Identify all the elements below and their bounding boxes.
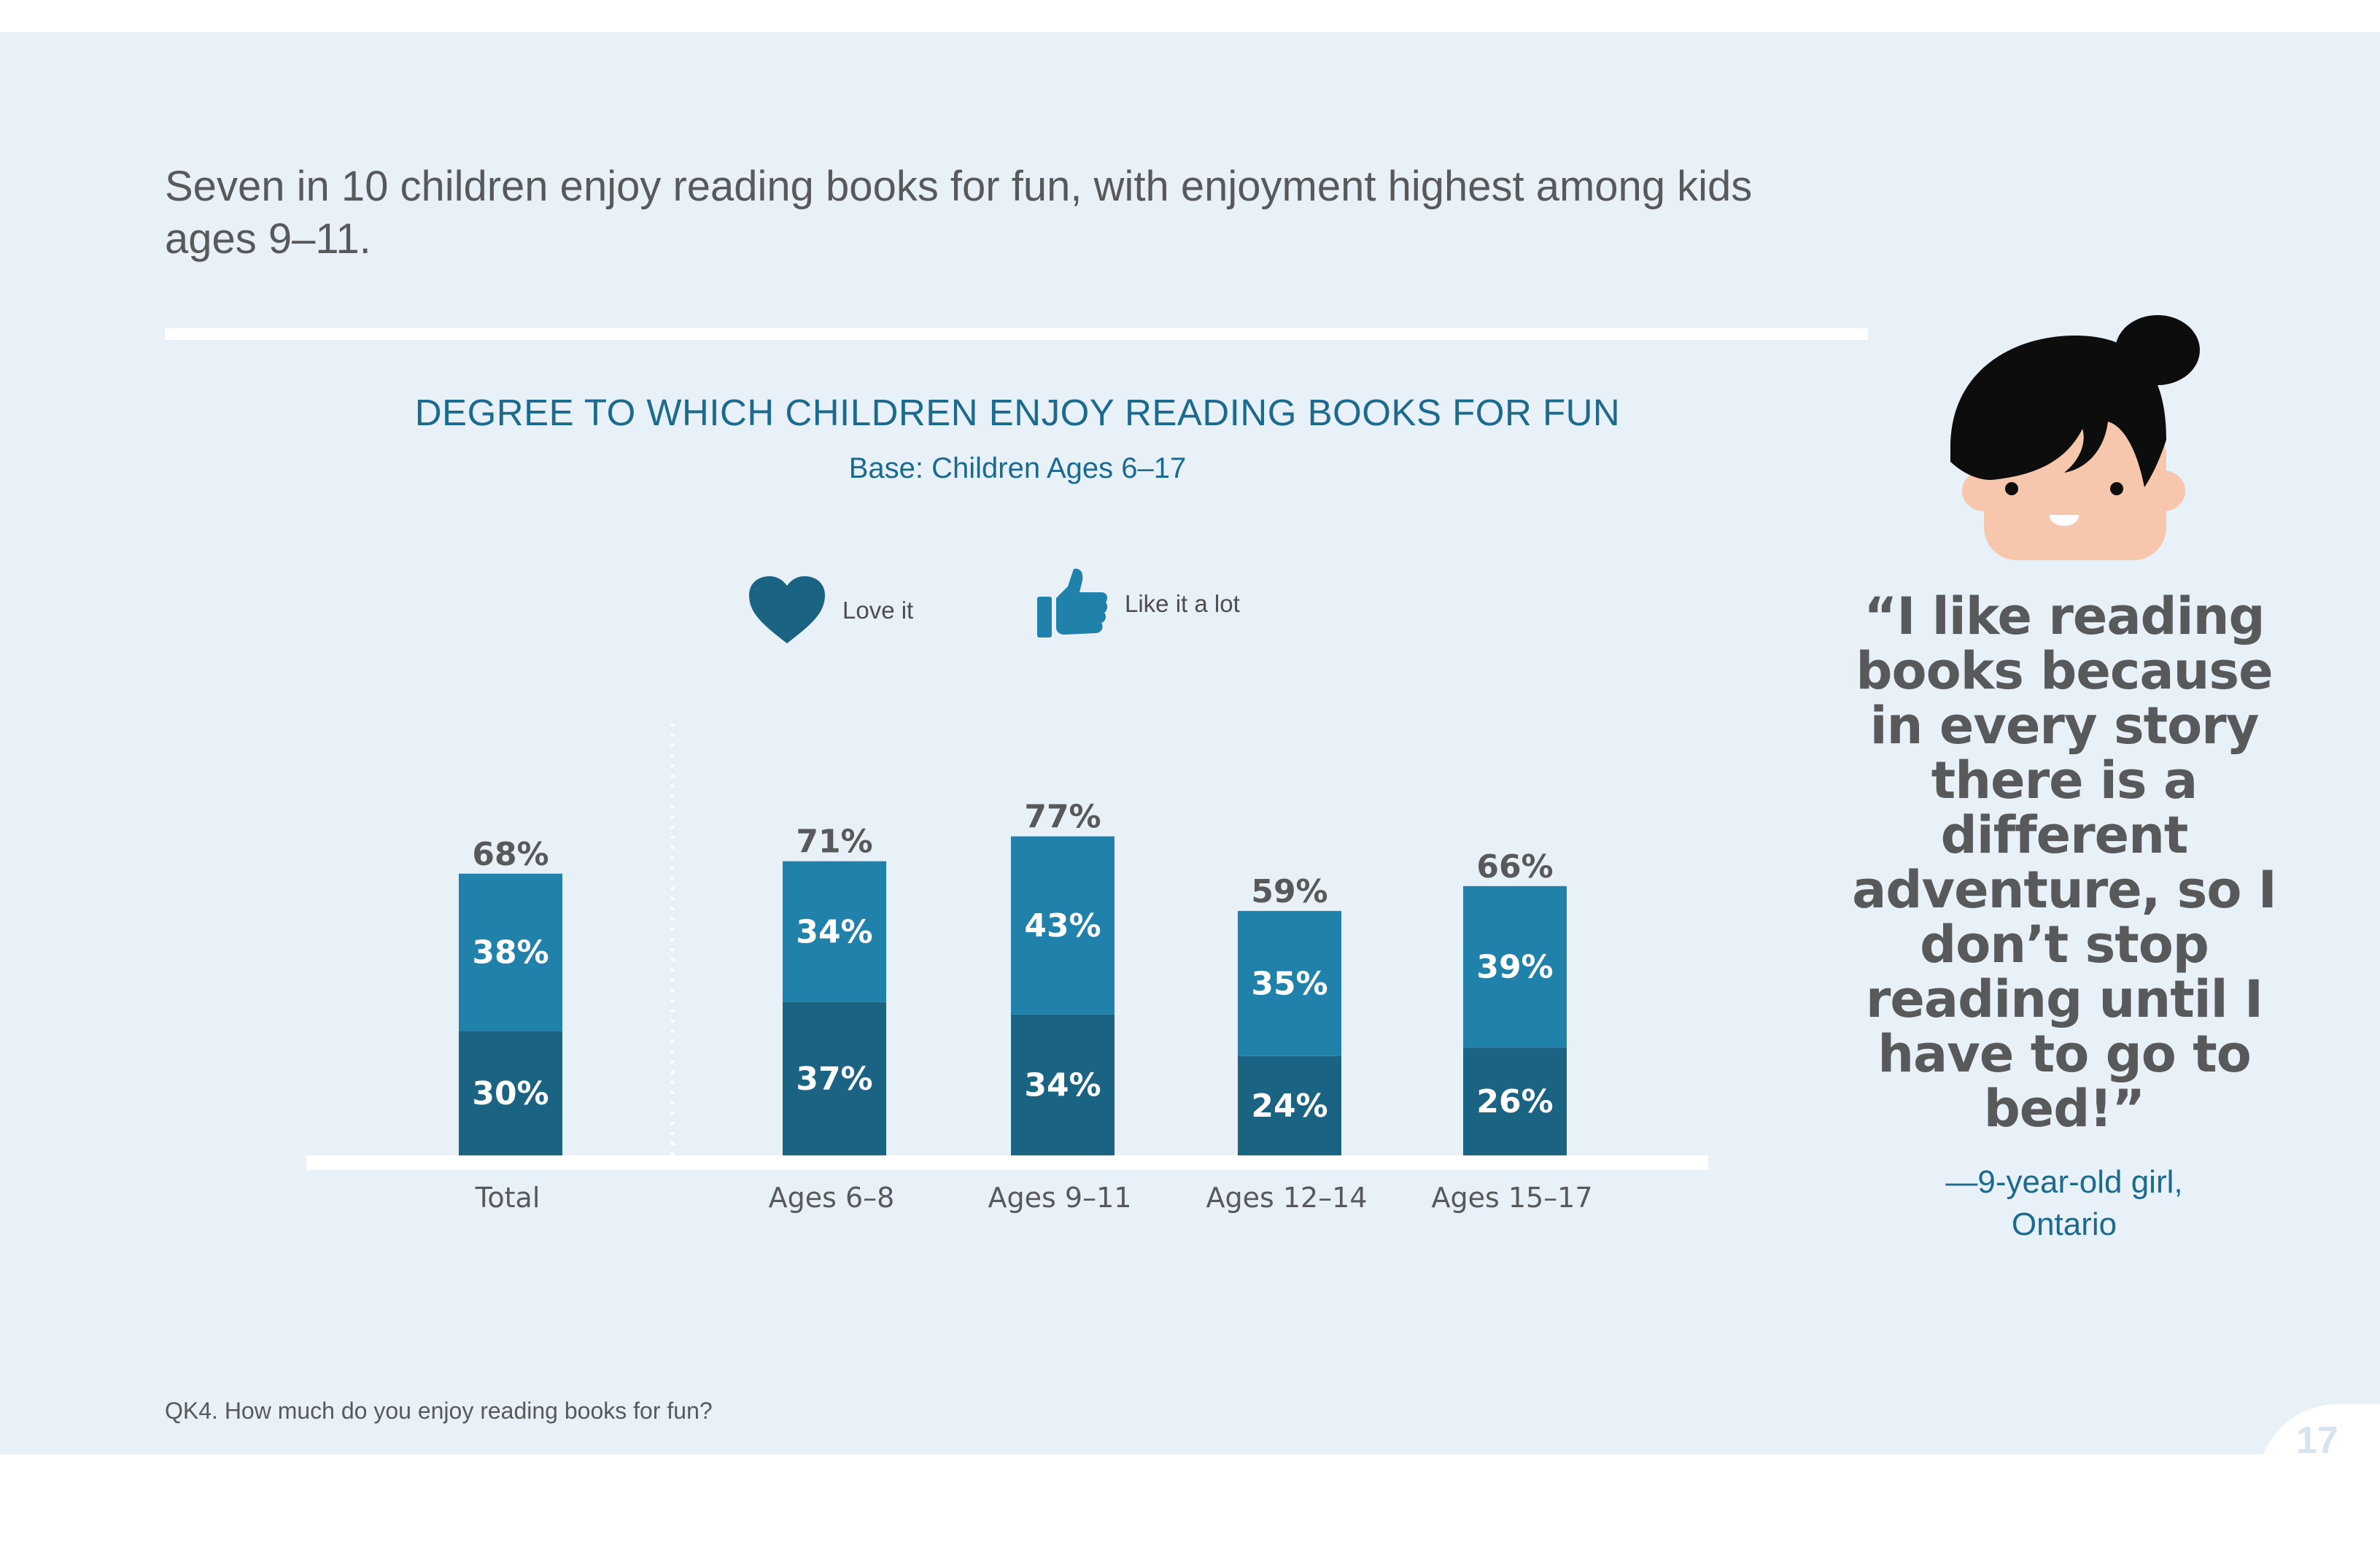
data-label-like-it-a-lot: 34% xyxy=(796,913,872,950)
data-label-love-it: 26% xyxy=(1476,1083,1553,1120)
total-label: 68% xyxy=(472,836,549,873)
page-headline: Seven in 10 children enjoy reading books… xyxy=(165,163,1753,263)
category-label: Ages 9–11 xyxy=(988,1182,1132,1214)
total-label: 77% xyxy=(1024,799,1101,836)
bar-love-it xyxy=(1463,1047,1567,1155)
page-background xyxy=(0,32,2380,1454)
heart-icon xyxy=(749,576,825,643)
bar-like-it-a-lot xyxy=(783,861,886,1002)
girl-face-icon xyxy=(1950,315,2200,560)
bar-love-it xyxy=(1011,1014,1115,1155)
legend-love-it: Love it xyxy=(748,576,913,645)
data-label-love-it: 24% xyxy=(1251,1088,1327,1125)
stacked-bar-chart: 30% 38% 68% Total 37% 34% 71% Ages 6–8 34% 43% 77%… xyxy=(306,724,1708,1214)
bar-love-it xyxy=(459,1031,562,1155)
category-label: Total xyxy=(475,1182,540,1214)
total-label: 71% xyxy=(796,824,872,861)
data-label-like-it-a-lot: 39% xyxy=(1476,949,1553,986)
legend-label-like-it-a-lot: Like it a lot xyxy=(1125,590,1240,617)
page-number: 17 xyxy=(2296,1419,2338,1462)
data-label-like-it-a-lot: 35% xyxy=(1251,965,1327,1002)
data-label-love-it: 37% xyxy=(796,1061,872,1098)
quote-attribution: —9-year-old girl, Ontario xyxy=(1849,1161,2279,1246)
total-label: 59% xyxy=(1251,873,1327,910)
data-label-like-it-a-lot: 38% xyxy=(472,934,549,972)
bar-love-it xyxy=(783,1001,886,1155)
category-label: Ages 6–8 xyxy=(769,1182,895,1214)
quote-text: “I like reading books because in every s… xyxy=(1852,586,2277,1139)
attribution-line-1: —9-year-old girl, xyxy=(1945,1164,2183,1200)
bar-like-it-a-lot xyxy=(1238,910,1341,1056)
bar-love-it xyxy=(1238,1055,1341,1155)
category-label: Ages 15–17 xyxy=(1431,1182,1592,1214)
legend-label-love-it: Love it xyxy=(842,597,914,624)
bar-like-it-a-lot xyxy=(1463,886,1567,1048)
data-label-like-it-a-lot: 43% xyxy=(1024,907,1101,945)
chart-title: DEGREE TO WHICH CHILDREN ENJOY READING B… xyxy=(414,392,1621,433)
bar-like-it-a-lot xyxy=(459,873,562,1031)
chart-baseline xyxy=(306,1155,1708,1170)
chart-subtitle: Base: Children Ages 6–17 xyxy=(848,452,1187,484)
data-label-love-it: 30% xyxy=(472,1075,549,1112)
thumbs-up-icon xyxy=(1037,568,1108,638)
data-label-love-it: 34% xyxy=(1024,1066,1101,1104)
attribution-line-2: Ontario xyxy=(2011,1206,2117,1242)
bar-like-it-a-lot xyxy=(1011,836,1115,1015)
category-label: Ages 12–14 xyxy=(1206,1182,1367,1214)
total-label: 66% xyxy=(1476,848,1553,886)
header-divider xyxy=(165,328,1868,340)
survey-question-footnote: QK4. How much do you enjoy reading books… xyxy=(165,1398,713,1424)
legend-like-it-a-lot: Like it a lot xyxy=(1036,567,1240,640)
